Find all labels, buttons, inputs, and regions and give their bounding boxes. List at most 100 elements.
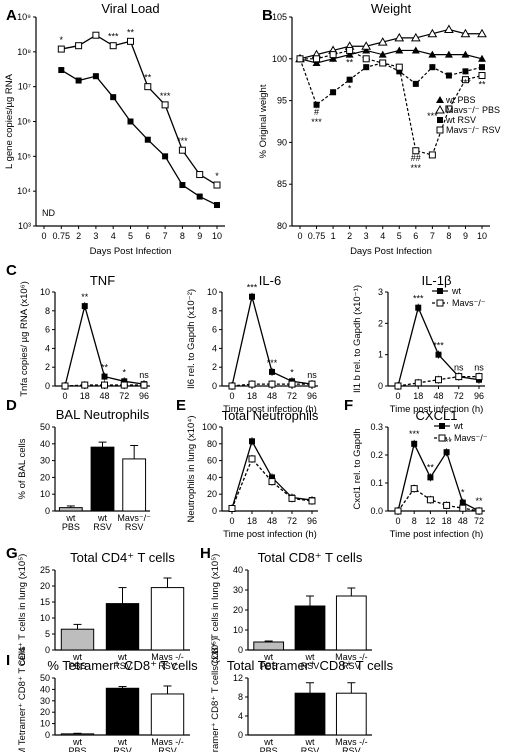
xtick-label-A: 10: [212, 231, 222, 241]
xtick-label-A: 8: [180, 231, 185, 241]
series-line-F-0: [397, 441, 480, 512]
annotation-A: *: [60, 35, 64, 45]
category-label-G: PBS: [68, 661, 86, 671]
legend-label-C3: Mavs⁻/⁻: [452, 298, 486, 308]
annotation-A: **: [127, 27, 135, 37]
ytick-label-C1: 10: [40, 287, 50, 297]
ytick-label-A: 10⁴: [17, 186, 31, 196]
panel-letter-A: A: [6, 7, 17, 24]
bar-D-2: [122, 458, 147, 512]
series-line-F-1: [397, 487, 480, 512]
ytick-label-H: 20: [233, 605, 243, 615]
ytick-label-A: 10⁶: [17, 117, 31, 127]
xtick-label-F: 12: [425, 516, 435, 526]
point-C1: [81, 303, 88, 310]
point-B: [313, 55, 321, 63]
point-C1: [120, 381, 128, 389]
annotation-B: ***: [460, 77, 471, 87]
ytick-label-A: 10⁷: [18, 82, 31, 92]
ytick-label-D: 50: [40, 422, 50, 432]
point-A: [127, 118, 134, 125]
annotation-A: ND: [42, 208, 55, 218]
xtick-label-E: 96: [307, 516, 317, 526]
point-A: [92, 73, 99, 80]
xtick-label-B: 10: [477, 231, 487, 241]
point-B: [444, 50, 453, 58]
annotation-A: ***: [177, 136, 188, 146]
xtick-label-A: 7: [163, 231, 168, 241]
x-axis-label-C2: Time post infection (h): [223, 404, 317, 415]
point-B: [394, 32, 405, 42]
ytick-label-E: 100: [202, 422, 217, 432]
annotation-F: **: [475, 496, 483, 506]
ytick-label-E: 60: [207, 456, 217, 466]
point-B: [379, 59, 387, 67]
point-B: [395, 46, 404, 54]
point-B: [363, 64, 370, 71]
ytick-label-C3: 0: [378, 381, 383, 391]
series-line-B-0: [299, 49, 483, 64]
category-label-I2: RSV: [342, 746, 361, 752]
annotation-C1: **: [81, 292, 89, 302]
point-B: [479, 64, 485, 71]
point-C1: [101, 381, 108, 389]
category-label-I1: Mavs -/-: [151, 737, 184, 747]
chart-title-B: Weight: [371, 1, 412, 16]
category-label-G: wt: [117, 652, 127, 662]
point-B: [429, 64, 436, 71]
x-axis-label-E: Time post infection (h): [223, 529, 317, 540]
point-C3: [435, 351, 442, 358]
ytick-label-B: 100: [272, 54, 287, 64]
xtick-label-C1: 48: [99, 391, 109, 401]
ytick-label-F: 0.1: [370, 478, 383, 488]
point-F: [426, 496, 434, 504]
xtick-label-B: 9: [463, 231, 468, 241]
bar-H-0: [253, 641, 285, 651]
legend-label-B: Mavs⁻/⁻ RSV: [446, 125, 501, 135]
point-B: [346, 76, 353, 83]
annotation-C2: ns: [307, 370, 317, 380]
annotation-B: **: [478, 80, 486, 90]
point-A: [178, 146, 186, 154]
ytick-label-E: 40: [207, 472, 217, 482]
point-legend-B: [436, 126, 444, 134]
point-B: [411, 46, 420, 54]
annotation-B: *: [348, 84, 352, 94]
legend-label-B: Mavs⁻/⁻ PBS: [446, 105, 500, 115]
chart-title-E: Total Neutrophils: [222, 408, 319, 423]
y-axis-label-F: Cxcl1 rel. to Gapdh: [352, 428, 363, 509]
ytick-label-H: 40: [233, 565, 243, 575]
ytick-label-I1: 20: [40, 707, 50, 717]
ytick-label-H: 0: [238, 645, 243, 655]
point-C3: [394, 382, 402, 390]
point-F: [459, 504, 467, 512]
point-F: [459, 499, 466, 506]
ytick-label-C1: 2: [45, 362, 50, 372]
xtick-label-A: 6: [145, 231, 150, 241]
point-E: [288, 494, 296, 502]
category-label-I1: RSV: [158, 746, 177, 752]
point-B: [410, 32, 421, 42]
xtick-label-C2: 18: [247, 391, 257, 401]
point-B: [345, 50, 354, 58]
ytick-label-E: 80: [207, 439, 217, 449]
point-A: [214, 202, 220, 209]
point-B: [478, 72, 486, 80]
point-F: [394, 507, 402, 515]
point-B: [330, 89, 337, 96]
category-label-D: RSV: [125, 522, 144, 532]
xtick-label-B: 8: [446, 231, 451, 241]
point-B: [362, 55, 370, 63]
point-A: [58, 67, 65, 74]
ytick-label-G: 15: [40, 597, 50, 607]
point-C1: [101, 373, 108, 380]
xtick-label-C1: 18: [80, 391, 90, 401]
category-label-G: Mavs -/-: [151, 652, 184, 662]
ytick-label-B: 80: [277, 221, 287, 231]
panel-letter-D: D: [6, 397, 17, 414]
ytick-label-A: 10³: [18, 221, 31, 231]
point-C3: [455, 373, 463, 381]
ytick-label-C3: 2: [378, 318, 383, 328]
y-axis-label-I2: M Tetramer⁺ CD8⁺ T cells (x10⁵): [210, 638, 221, 752]
category-label-H: wt: [263, 652, 273, 662]
